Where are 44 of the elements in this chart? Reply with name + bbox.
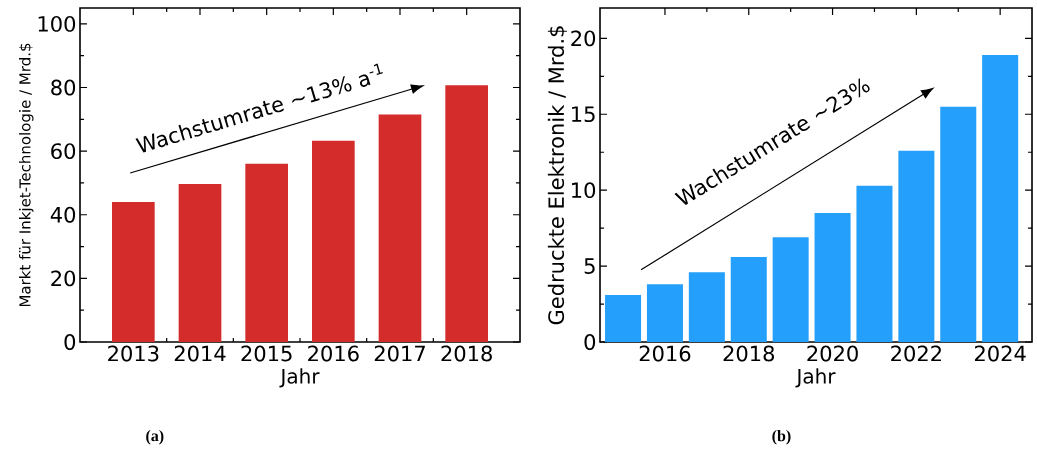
y-tick-label: 0 xyxy=(64,334,76,350)
x-tick-label: 2016 xyxy=(639,345,691,362)
bar xyxy=(312,140,355,342)
bar xyxy=(814,212,851,342)
bar xyxy=(982,55,1019,342)
x-tick-label: 2024 xyxy=(974,345,1026,362)
bar xyxy=(730,256,767,342)
bar xyxy=(245,163,288,342)
bar xyxy=(178,183,222,342)
x-axis-title: Jahr xyxy=(795,368,836,388)
y-tick-label: 20 xyxy=(51,270,76,287)
y-tick-label: 20 xyxy=(571,30,596,47)
bar xyxy=(378,114,422,342)
x-tick-label: 2013 xyxy=(108,345,159,362)
x-tick-label: 2020 xyxy=(807,345,858,362)
y-tick-label: 80 xyxy=(51,79,76,96)
text: (a) xyxy=(146,429,164,445)
bar xyxy=(445,85,488,342)
bar xyxy=(112,202,155,342)
x-axis-title: Jahr xyxy=(279,368,320,388)
bar xyxy=(646,284,683,342)
y-tick-label: 100 xyxy=(38,15,76,32)
bar xyxy=(772,237,809,342)
bar xyxy=(605,294,642,342)
x-tick-label: 2022 xyxy=(891,345,941,362)
bar xyxy=(898,150,935,342)
bar xyxy=(940,106,977,342)
y-axis-title: Gedruckte Elektronik / Mrd.$ xyxy=(547,26,567,325)
y-tick-label: 60 xyxy=(51,143,76,160)
x-tick-label: 2014 xyxy=(174,345,226,362)
y-tick-label: 10 xyxy=(572,182,596,199)
x-tick-label: 2018 xyxy=(441,345,492,362)
y-tick-label: 5 xyxy=(584,258,595,274)
text: (b) xyxy=(772,429,791,445)
x-tick-label: 2018 xyxy=(723,345,775,362)
bar xyxy=(688,272,725,342)
x-tick-label: 2017 xyxy=(374,345,425,362)
bar xyxy=(856,185,893,342)
y-axis-title: Markt für Inkjet-Technologie / Mrd.$ xyxy=(19,43,34,307)
x-tick-label: 2016 xyxy=(308,345,359,362)
y-tick-label: 15 xyxy=(572,106,595,123)
y-tick-label: 40 xyxy=(50,206,76,223)
y-tick-label: 0 xyxy=(584,334,596,350)
x-tick-label: 2015 xyxy=(241,345,292,362)
